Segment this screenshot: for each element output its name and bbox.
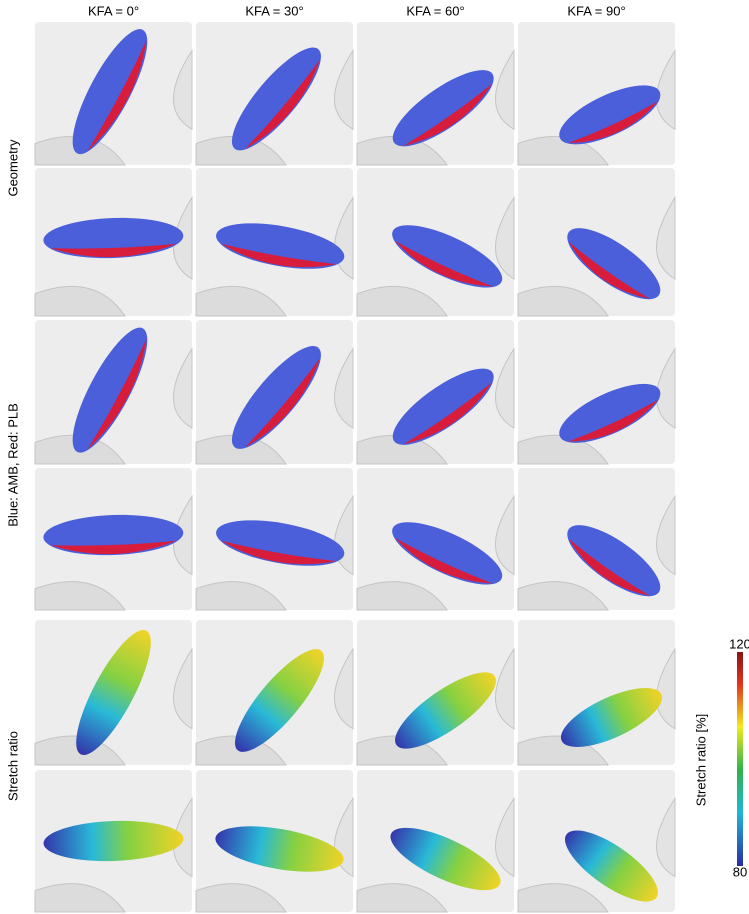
panel (35, 468, 192, 610)
panel (35, 319, 192, 464)
group-label: Geometry (5, 139, 20, 197)
colorbar-max: 120 (729, 636, 749, 651)
panel (518, 320, 675, 464)
panel (196, 770, 353, 912)
panel (357, 168, 514, 316)
panel (518, 620, 675, 765)
colorbar (737, 652, 743, 866)
panel (357, 468, 514, 610)
panel (196, 320, 353, 464)
colorbar-label: Stretch ratio [%] (693, 714, 708, 806)
panel (196, 168, 353, 316)
panel (357, 770, 514, 912)
colorbar-min: 80 (733, 864, 747, 879)
panel (35, 20, 192, 165)
panel (35, 168, 192, 316)
panel (196, 468, 353, 610)
panel (357, 320, 514, 464)
panel (357, 22, 514, 165)
column-header: KFA = 0° (88, 3, 139, 18)
panel (518, 168, 675, 316)
panel (196, 620, 353, 765)
group-label: Stretch ratio (5, 731, 20, 801)
column-header: KFA = 90° (567, 3, 625, 18)
figure: Medial viewLateral viewStretch ratioMedi… (0, 0, 749, 914)
panel (518, 468, 675, 610)
group-label: Blue: AMB, Red: PLB (5, 403, 20, 527)
panel (35, 770, 192, 912)
column-header: KFA = 30° (245, 3, 303, 18)
panel (518, 22, 675, 165)
panel (357, 620, 514, 765)
column-header: KFA = 60° (406, 3, 464, 18)
panel (518, 770, 675, 914)
panel (196, 22, 353, 165)
panel (35, 620, 192, 765)
